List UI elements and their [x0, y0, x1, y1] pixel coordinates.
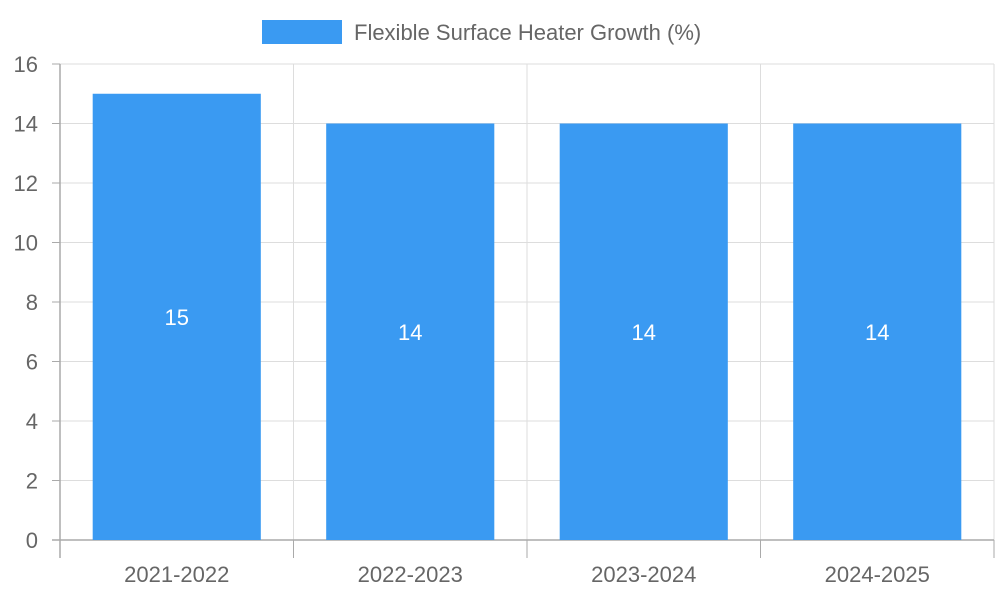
- x-tick-label: 2024-2025: [825, 562, 930, 587]
- bar: [326, 123, 495, 540]
- x-axis-ticks: 2021-2022 2022-2023 2023-2024 2024-2025: [124, 562, 930, 587]
- x-tick-label: 2022-2023: [358, 562, 463, 587]
- x-tick-label: 2023-2024: [591, 562, 696, 587]
- bar: [793, 123, 962, 540]
- y-axis-ticks: 0 2 4 6 8 10 12 14 16: [14, 52, 38, 553]
- bar: [92, 93, 261, 540]
- y-tick-label: 10: [14, 231, 38, 256]
- legend-swatch: [262, 20, 342, 44]
- bars: 15 14 14 14: [92, 93, 962, 540]
- y-tick-label: 6: [26, 350, 38, 375]
- y-tick-label: 16: [14, 52, 38, 77]
- bar: [559, 123, 728, 540]
- y-tick-label: 2: [26, 469, 38, 494]
- y-tick-label: 4: [26, 409, 38, 434]
- legend[interactable]: Flexible Surface Heater Growth (%): [262, 20, 701, 45]
- y-tick-label: 8: [26, 290, 38, 315]
- bar-data-label: 15: [165, 305, 189, 330]
- y-tick-label: 14: [14, 112, 38, 137]
- bar-data-label: 14: [398, 320, 422, 345]
- y-tick-label: 12: [14, 171, 38, 196]
- legend-label: Flexible Surface Heater Growth (%): [354, 20, 701, 45]
- bar-data-label: 14: [865, 320, 889, 345]
- x-tick-label: 2021-2022: [124, 562, 229, 587]
- bar-data-label: 14: [632, 320, 656, 345]
- y-tick-label: 0: [26, 528, 38, 553]
